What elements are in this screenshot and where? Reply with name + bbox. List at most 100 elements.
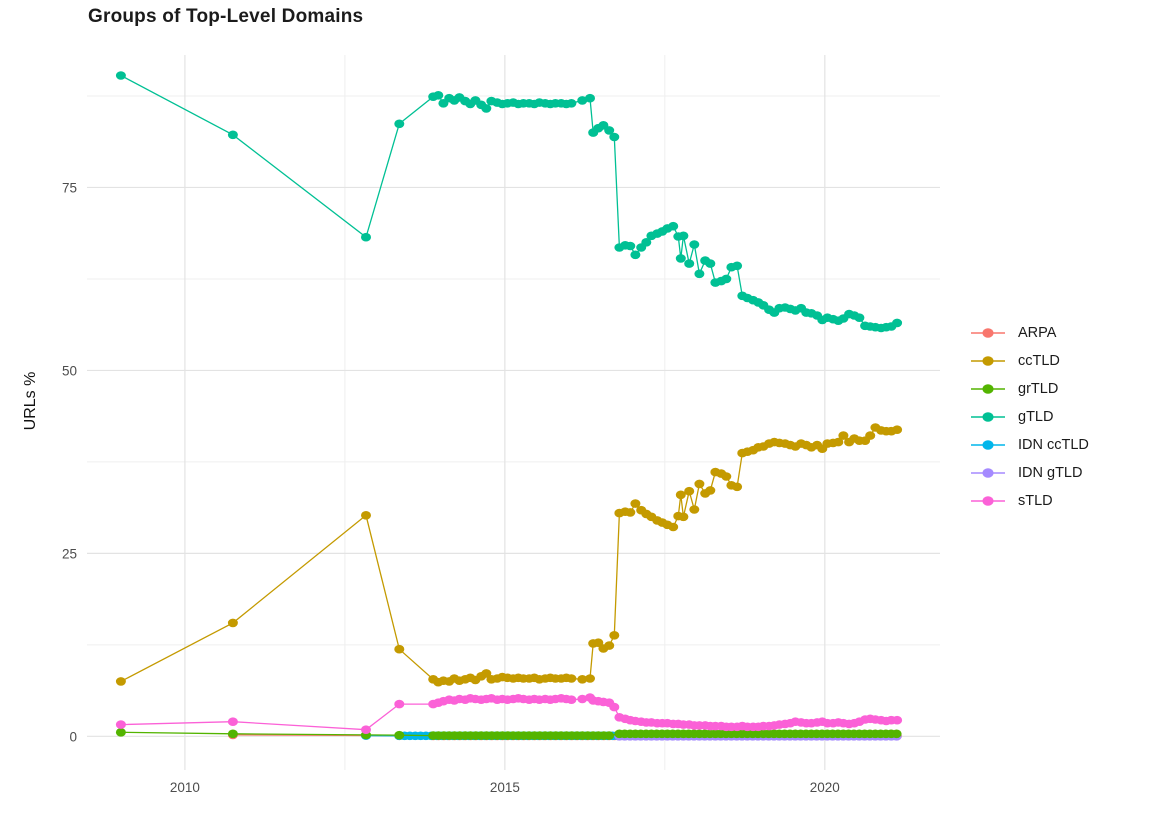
data-point [689,505,700,514]
data-point [566,99,577,108]
data-point [566,695,577,704]
data-point [566,674,577,683]
data-point [585,674,595,683]
data-point [694,479,705,489]
data-point [892,715,903,725]
data-point [227,130,238,140]
legend-item-grtld: grTLD [968,378,1089,399]
data-point [361,725,371,734]
data-point [394,730,405,740]
data-point [630,499,641,508]
legend-item-idn-cctld: IDN ccTLD [968,434,1089,455]
data-point [115,677,126,686]
legend-label: grTLD [1018,380,1059,397]
data-point [481,669,492,678]
data-point [609,702,620,712]
data-point [394,119,405,129]
data-point [577,694,588,704]
data-point [115,728,126,737]
data-point [684,486,695,496]
data-point [115,71,126,80]
legend: ARPA ccTLD grTLD gTLD IDN ccTLD IDN gTLD sTLD [968,322,1089,511]
data-point [678,512,689,522]
data-point [625,508,636,517]
data-point [585,93,595,103]
data-point [227,618,238,628]
legend-item-cctld: ccTLD [968,350,1089,371]
data-point [394,644,405,654]
data-point [394,699,405,709]
data-point [721,274,732,284]
data-point [838,431,849,440]
data-point [630,250,641,260]
series-gtld [115,71,903,333]
data-point [668,522,679,532]
legend-label: IDN ccTLD [1018,436,1089,453]
data-point [675,254,686,263]
x-tick-label: 2020 [810,780,840,795]
legend-key-icon [971,355,1005,366]
legend-key-icon [971,383,1005,394]
data-point [705,486,716,495]
data-point [577,96,588,105]
data-point [675,490,686,500]
legend-label: gTLD [1018,408,1054,425]
chart-title: Groups of Top-Level Domains [88,6,364,27]
data-point [609,631,620,640]
y-tick-label: 50 [62,363,77,378]
data-point [227,729,238,739]
legend-key-icon [971,495,1005,506]
legend-label: ccTLD [1018,352,1060,369]
series-cctld [115,423,903,687]
data-point [604,731,615,740]
legend-item-stld: sTLD [968,490,1089,511]
data-point [604,126,615,135]
data-point [577,675,588,684]
x-tick-label: 2015 [490,780,520,795]
data-point [361,232,371,242]
data-point [892,318,903,328]
legend-item-arpa: ARPA [968,322,1089,343]
legend-item-idn-gtld: IDN gTLD [968,462,1089,483]
series-grtld [115,728,902,740]
legend-key-icon [971,411,1005,422]
data-point [694,269,705,279]
y-tick-label: 75 [62,180,77,195]
legend-key-icon [971,467,1005,478]
legend-label: sTLD [1018,492,1053,509]
y-tick-label: 0 [69,729,77,744]
data-point [227,717,238,726]
data-point [689,240,700,249]
data-point [604,641,615,650]
data-point [609,132,620,142]
legend-item-gtld: gTLD [968,406,1089,427]
data-point [891,729,902,739]
legend-key-icon [971,439,1005,450]
data-point [641,238,652,247]
data-point [854,313,865,323]
legend-label: ARPA [1018,324,1057,341]
data-point [721,472,732,481]
y-tick-label: 25 [62,546,77,561]
data-point [732,261,743,271]
data-point [625,241,636,251]
data-point [833,437,844,447]
data-point [865,431,876,440]
data-point [361,511,371,520]
data-point [678,231,689,241]
series-line-gtld [120,74,898,329]
data-point [705,259,716,268]
legend-label: IDN gTLD [1018,464,1083,481]
data-point [892,425,903,435]
data-point [732,482,743,492]
data-point [481,104,492,113]
data-point [115,720,126,729]
data-point [684,259,695,268]
x-tick-label: 2010 [170,780,200,795]
series-line-cctld [120,426,898,683]
data-point [433,91,444,100]
legend-key-icon [971,327,1005,338]
data-point [668,221,679,231]
